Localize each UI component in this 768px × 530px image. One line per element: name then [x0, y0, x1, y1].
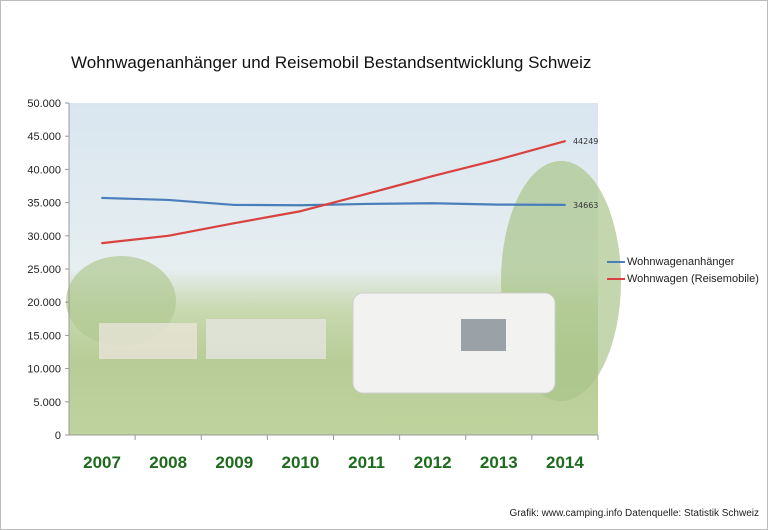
caravan — [352, 292, 556, 394]
series-line-0 — [102, 196, 565, 207]
y-tick-label: 10.000 — [27, 364, 61, 376]
data-point — [497, 203, 500, 206]
data-point — [497, 158, 500, 161]
x-tick-label: 2012 — [414, 453, 452, 472]
legend-item: Wohnwagenanhänger — [607, 253, 759, 270]
y-tick-label: 45.000 — [27, 131, 61, 143]
x-tick-label: 2007 — [83, 453, 121, 472]
data-point — [365, 192, 368, 195]
data-point — [167, 198, 170, 201]
source-note: Grafik: www.camping.info Datenquelle: St… — [509, 508, 759, 519]
legend-swatch — [607, 260, 625, 263]
y-tick-label: 50.000 — [27, 98, 61, 110]
data-point — [101, 196, 104, 199]
legend-label: Wohnwagenanhänger — [627, 255, 735, 268]
x-tick-label: 2014 — [546, 453, 584, 472]
tent — [206, 319, 326, 359]
y-tick-label: 30.000 — [27, 231, 61, 243]
end-data-label: 44249 — [573, 137, 598, 146]
data-point — [101, 242, 104, 245]
data-point — [167, 234, 170, 237]
y-tick-label: 15.000 — [27, 330, 61, 342]
x-tick-label: 2008 — [149, 453, 187, 472]
data-point — [233, 222, 236, 225]
series-line-1 — [101, 140, 566, 245]
legend: Wohnwagenanhänger Wohnwagen (Reisemobile… — [607, 253, 759, 287]
y-tick-label: 40.000 — [27, 164, 61, 176]
y-tick-label: 35.000 — [27, 198, 61, 210]
legend-swatch — [607, 277, 625, 280]
data-point — [233, 203, 236, 206]
y-tick-label: 25.000 — [27, 264, 61, 276]
x-tick-label: 2009 — [215, 453, 253, 472]
data-point — [299, 204, 302, 207]
x-tick-label: 2013 — [480, 453, 518, 472]
data-point — [563, 203, 566, 206]
x-tick-label: 2011 — [348, 453, 385, 472]
data-point — [431, 175, 434, 178]
tent — [99, 323, 197, 359]
x-tick-label: 2010 — [282, 453, 320, 472]
data-point — [563, 140, 566, 143]
caravan-window — [461, 319, 506, 351]
legend-label: Wohnwagen (Reisemobile) — [627, 272, 759, 285]
chart-title: Wohnwagenanhänger und Reisemobil Bestand… — [71, 53, 592, 72]
y-tick-label: 20.000 — [27, 297, 61, 309]
end-data-label: 34663 — [573, 201, 598, 210]
y-tick-label: 0 — [55, 430, 61, 442]
y-tick-label: 5.000 — [33, 397, 61, 409]
data-point — [431, 202, 434, 205]
data-point — [365, 202, 368, 205]
data-point — [299, 210, 302, 213]
legend-item: Wohnwagen (Reisemobile) — [607, 270, 759, 287]
